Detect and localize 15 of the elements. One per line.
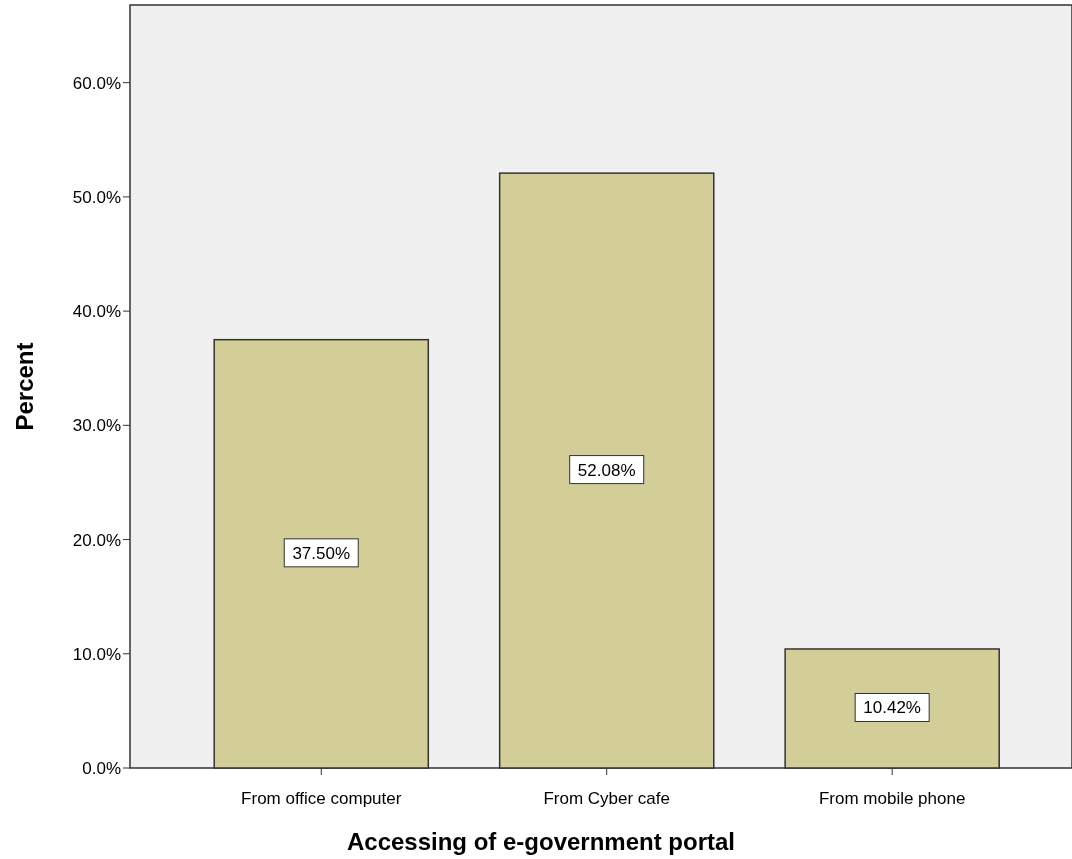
y-tick-label: 60.0% xyxy=(72,73,121,93)
data-label: 37.50% xyxy=(292,543,351,563)
y-tick-label: 20.0% xyxy=(72,530,121,550)
y-tick-label: 10.0% xyxy=(72,644,121,664)
y-axis-title: Percent xyxy=(11,342,38,431)
data-label: 10.42% xyxy=(863,698,921,718)
y-tick-label: 30.0% xyxy=(72,416,121,436)
y-tick-label: 0.0% xyxy=(82,759,121,778)
x-axis-title: Accessing of e-government portal xyxy=(346,828,736,855)
y-tick-label: 50.0% xyxy=(72,187,121,207)
x-tick-label: From Cyber cafe xyxy=(543,789,671,808)
x-tick-label: From office computer xyxy=(241,789,402,808)
y-tick-label: 40.0% xyxy=(72,302,121,322)
x-tick-label: From mobile phone xyxy=(818,789,966,808)
data-label: 52.08% xyxy=(577,460,636,480)
